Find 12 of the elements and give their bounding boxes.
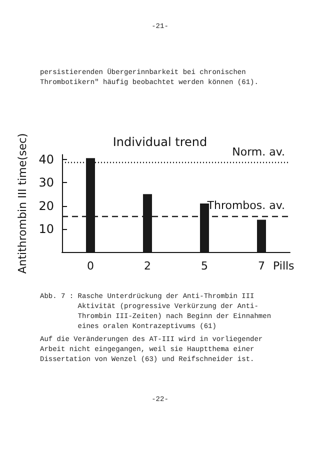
y-tick-label: 30 xyxy=(38,176,54,190)
ref-line-label: Norm. av. xyxy=(232,146,285,159)
x-tick-label: 7 xyxy=(258,259,265,272)
chart-title: Individual trend xyxy=(112,135,208,149)
x-tick-label: 2 xyxy=(144,259,151,272)
x-axis-title: Pills xyxy=(273,259,295,272)
x-tick-label: 5 xyxy=(201,259,208,272)
y-axis-title: Antithrombin III time(sec) xyxy=(16,133,29,274)
y-tick-label: 10 xyxy=(38,222,54,236)
y-tick-label: 20 xyxy=(38,198,54,213)
x-tick-label: 0 xyxy=(87,259,94,272)
y-tick-label: 40 xyxy=(38,152,54,166)
